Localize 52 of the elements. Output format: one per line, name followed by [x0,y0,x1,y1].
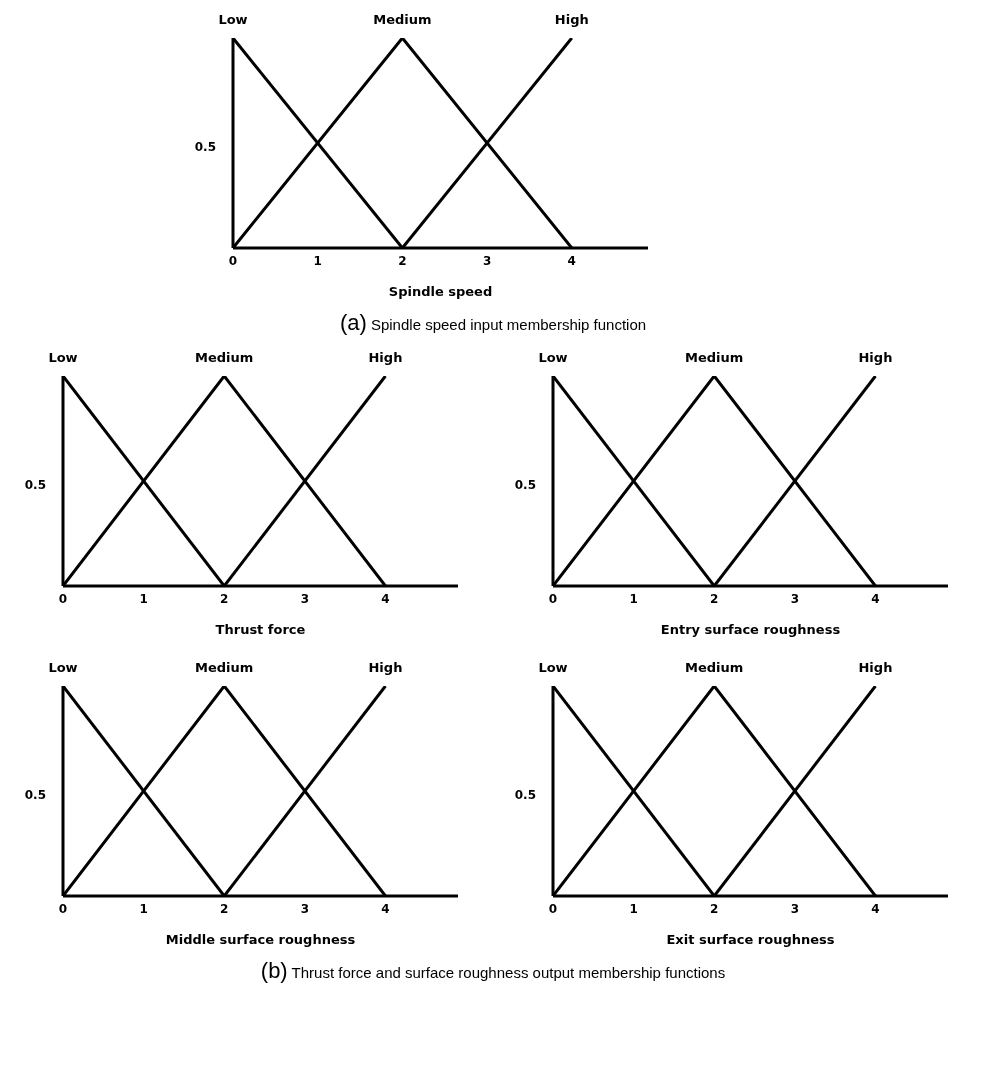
x-tick-label: 3 [790,901,800,916]
x-tick-label: 3 [790,591,800,606]
x-tick-label: 2 [220,591,229,606]
x-axis-title: Exit surface roughness [666,932,835,947]
x-tick-label: 0 [228,253,238,268]
x-axis-title: Thrust force [215,622,306,637]
series-label: High [368,660,403,675]
x-tick-label: 4 [381,591,390,606]
x-axis-title: Middle surface roughness [165,932,356,947]
text: 0.5 [514,478,536,492]
x-tick-label: 3 [300,591,310,606]
text: 0.5 [24,478,46,492]
x-tick-label: 0 [58,901,68,916]
x-tick-label: 2 [220,901,229,916]
x-tick-label: 2 [710,591,719,606]
x-axis-title: Entry surface roughness [660,622,841,637]
x-tick-label: 1 [139,901,148,916]
series-label: Medium [195,350,254,365]
series-label: Medium [195,660,254,675]
series-label: High [554,12,589,27]
x-tick-label: 0 [58,591,68,606]
x-tick-label: 4 [871,591,880,606]
series-label: Low [538,660,568,675]
series-label: High [368,350,403,365]
series-label: Medium [685,350,744,365]
x-tick-label: 4 [381,901,390,916]
series-label: Low [48,350,78,365]
x-tick-label: 4 [871,901,880,916]
x-tick-label: 3 [300,901,310,916]
x-tick-label: 0 [548,901,558,916]
x-tick-label: 4 [567,253,576,268]
text: 0.5 [24,788,46,802]
series-label: Medium [373,12,432,27]
x-tick-label: 1 [629,591,638,606]
text: 0.5 [514,788,536,802]
x-tick-label: 1 [139,591,148,606]
x-tick-label: 1 [313,253,322,268]
text: (b) Thrust force and surface roughness output membership functions [259,958,727,984]
x-tick-label: 3 [482,253,492,268]
text: (a) Spindle speed input membership function [338,310,648,336]
series-label: High [858,350,893,365]
series-label: Low [218,12,248,27]
x-tick-label: 0 [548,591,558,606]
x-tick-label: 2 [398,253,407,268]
text: 0.5 [194,140,216,154]
x-tick-label: 1 [629,901,638,916]
x-axis-title: Spindle speed [388,284,493,299]
series-label: High [858,660,893,675]
series-label: Low [48,660,78,675]
series-label: Low [538,350,568,365]
series-label: Medium [685,660,744,675]
x-tick-label: 2 [710,901,719,916]
